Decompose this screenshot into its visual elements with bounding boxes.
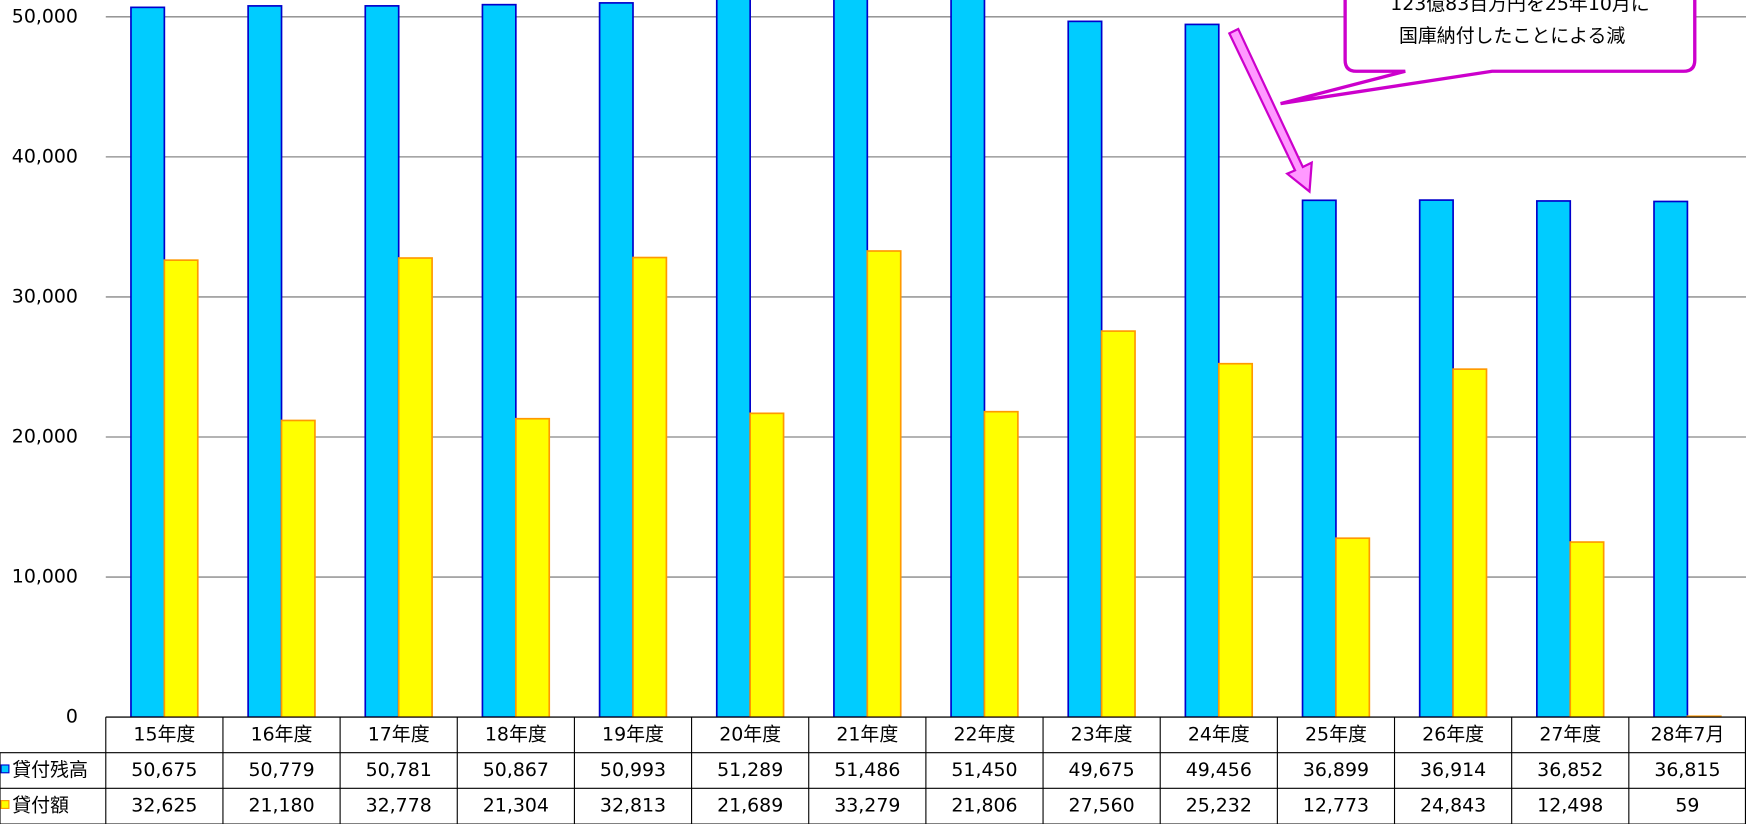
bar [130,6,166,718]
bar [1653,200,1689,718]
value-label: 27,560 [1069,795,1135,817]
bar [598,2,634,718]
x-tick-label: 19年度 [602,723,664,745]
value-label: 36,815 [1654,759,1720,781]
x-tick-label: 26年度 [1422,723,1484,745]
bar [950,0,986,718]
bar [1418,199,1454,718]
bar [163,259,199,718]
legend-marker [0,800,10,809]
x-tick-label: 18年度 [485,723,547,745]
x-tick-label: 22年度 [954,723,1016,745]
value-label: 49,456 [1186,759,1252,781]
value-label: 21,180 [248,795,314,817]
data-table: 15年度 16年度 17年度 18年度 19年度 20年度 21年度 22年度 23年度 24年度… [0,716,1746,824]
value-label: 50,867 [483,759,549,781]
annotation: 国庫納付したことによる減 [1399,25,1625,47]
bar [515,417,551,718]
x-tick-label: 16年度 [251,723,313,745]
bar [1184,23,1220,718]
bars [130,0,1722,718]
value-label: 36,899 [1303,759,1369,781]
x-tick-label: 28年7月 [1650,723,1724,745]
value-label: 21,689 [717,795,783,817]
value-label: 36,914 [1420,759,1486,781]
value-label: 51,289 [717,759,783,781]
legend-label: 貸付残高 [12,759,88,781]
bar [983,410,1019,718]
y-tick-label: 20,000 [12,425,78,447]
value-label: 25,232 [1186,795,1252,817]
bar [364,5,400,718]
value-label: 12,773 [1303,795,1369,817]
bar [481,3,517,718]
value-label: 21,806 [951,795,1017,817]
bar [1569,541,1605,718]
bar [1217,362,1254,718]
x-tick-label: 27年度 [1539,723,1601,745]
legend-marker [0,764,10,774]
bar [1100,330,1136,718]
callout: 123億83百万円を25年10月に 国庫納付したことによる減 [1280,0,1697,106]
bar [1067,20,1103,718]
bar [749,412,785,718]
value-label: 12,498 [1537,795,1603,817]
bar [1536,200,1572,718]
bar [1335,537,1371,718]
bar [397,257,433,718]
value-label: 51,486 [834,759,900,781]
value-label: 32,625 [131,795,197,817]
y-tick-label: 10,000 [12,566,78,588]
annotation: 123億83百万円を25年10月に [1390,0,1650,15]
bar [715,0,751,718]
value-label: 50,675 [131,759,197,781]
bar [280,419,316,718]
y-tick-label: 40,000 [12,145,78,167]
x-tick-label: 23年度 [1071,723,1133,745]
bar [632,256,668,718]
x-tick-label: 25年度 [1305,723,1367,745]
y-tick-label: 0 [66,706,78,728]
value-label: 21,304 [483,795,549,817]
value-label: 36,852 [1537,759,1603,781]
bar [1452,368,1488,718]
legend-label: 貸付額 [12,795,69,817]
x-tick-label: 24年度 [1188,723,1250,745]
value-label: 33,279 [834,795,900,817]
arrow [1227,27,1313,194]
x-tick-label: 20年度 [719,723,781,745]
value-label: 50,779 [248,759,314,781]
bar [247,5,283,718]
value-label: 59 [1675,795,1699,817]
bar [866,250,902,718]
callout-box [1280,0,1697,106]
value-label: 50,993 [600,759,666,781]
value-label: 50,781 [366,759,432,781]
value-label: 49,675 [1069,759,1135,781]
bar [833,0,869,718]
x-tick-label: 21年度 [836,723,898,745]
y-tick-label: 50,000 [12,5,78,27]
y-tick-label: 30,000 [12,285,78,307]
bar [1301,199,1337,718]
value-label: 32,778 [366,795,432,817]
value-label: 24,843 [1420,795,1486,817]
value-label: 51,450 [951,759,1017,781]
x-tick-label: 17年度 [368,723,430,745]
value-label: 32,813 [600,795,666,817]
x-tick-label: 15年度 [133,723,195,745]
